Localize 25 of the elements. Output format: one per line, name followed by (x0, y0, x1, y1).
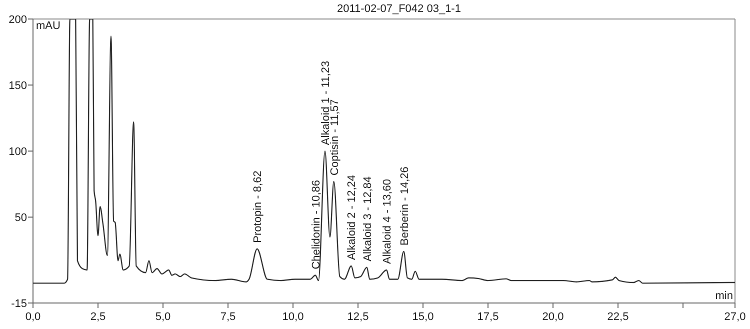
chart-title: 2011-02-07_F042 03_1-1 (337, 3, 461, 15)
y-tick-label: 150 (8, 80, 27, 92)
annotation: Alkaloid 3 - 12,84 (362, 176, 374, 262)
x-tick-label: 22,5 (607, 311, 629, 323)
y-tick-label: -15 (11, 298, 27, 310)
y-tick-label: 50 (14, 212, 27, 224)
x-tick-label: 0,0 (25, 311, 41, 323)
x-tick-label: 20,0 (542, 311, 564, 323)
x-tick-label: 12,5 (347, 311, 369, 323)
annotation: Alkaloid 2 - 12,24 (346, 175, 358, 260)
x-tick-label: 27,0 (724, 311, 746, 323)
x-tick-label: 15,0 (412, 311, 434, 323)
annotation: Berberin - 14,26 (398, 166, 411, 246)
y-tick-label: 200 (8, 14, 27, 26)
x-tick-label: 5,0 (155, 311, 171, 323)
x-tick-label: 10,0 (282, 311, 304, 323)
x-tick-label: 2,5 (90, 311, 106, 323)
y-tick-label: 100 (8, 146, 27, 158)
annotation: Chelidonin - 10,86 (310, 180, 322, 270)
annotation: Alkaloid 4 - 13,60 (382, 178, 394, 264)
y-axis-title: mAU (36, 20, 60, 32)
x-tick-label: 7,5 (220, 311, 236, 323)
x-tick-label: 17,5 (477, 311, 499, 323)
x-axis-title: min (715, 290, 733, 302)
annotation: Protopin - 8,62 (252, 170, 264, 243)
